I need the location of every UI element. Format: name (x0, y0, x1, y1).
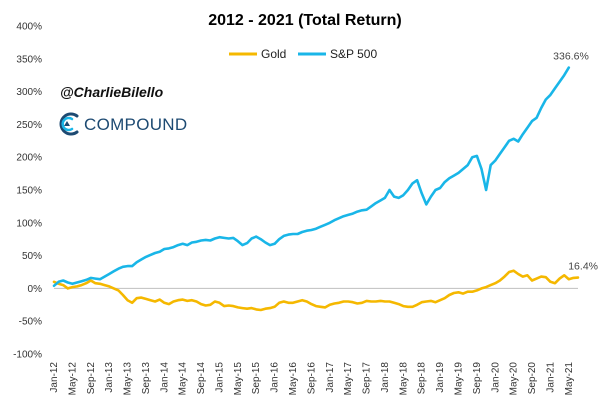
x-tick-label: May-13 (123, 362, 134, 396)
y-tick-label: 200% (16, 153, 42, 164)
x-tick-label: Sep-16 (306, 362, 317, 395)
x-tick-label: Sep-20 (527, 362, 538, 395)
y-tick-label: 300% (16, 87, 42, 98)
y-tick-label: -100% (13, 350, 42, 361)
series-group (52, 66, 580, 312)
y-tick-label: 50% (22, 251, 42, 262)
x-tick-label: May-21 (564, 362, 575, 396)
x-tick-label: Jan-16 (270, 362, 281, 393)
x-tick-label: May-18 (398, 362, 409, 396)
y-tick-label: 0% (28, 284, 43, 295)
x-tick-label: Jan-20 (490, 362, 501, 393)
x-tick-label: May-14 (178, 362, 189, 396)
y-tick-label: 150% (16, 186, 42, 197)
x-tick-label: Sep-15 (251, 362, 262, 395)
x-tick-label: May-19 (453, 362, 464, 396)
end-labels: 16.4% 336.6% (553, 51, 598, 273)
x-tick-label: Jan-19 (435, 362, 446, 393)
x-tick-label: May-17 (343, 362, 354, 396)
chart-title: 2012 - 2021 (Total Return) (208, 12, 402, 29)
x-axis: Jan-12 May-12 Sep-12 Jan-13 May-13 Sep-13 Jan-… (49, 362, 575, 396)
x-tick-label: Sep-12 (86, 362, 97, 395)
series-line-sp500 (52, 66, 571, 288)
y-tick-label: 350% (16, 54, 42, 65)
x-tick-label: May-12 (67, 362, 78, 396)
legend: Gold S&P 500 (229, 47, 377, 61)
y-tick-label: 100% (16, 218, 42, 229)
x-tick-label: Sep-14 (196, 362, 207, 395)
x-tick-label: May-16 (288, 362, 299, 396)
x-tick-label: Jan-15 (214, 362, 225, 393)
x-tick-label: Jan-21 (545, 362, 556, 393)
legend-label-gold: Gold (261, 47, 286, 61)
legend-label-sp500: S&P 500 (330, 47, 377, 61)
compound-logo-icon (59, 112, 79, 136)
x-tick-label: May-15 (233, 362, 244, 396)
x-tick-label: May-20 (509, 362, 520, 396)
x-tick-label: Sep-17 (362, 362, 373, 395)
end-label-sp500: 336.6% (553, 51, 589, 63)
x-tick-label: Sep-13 (141, 362, 152, 395)
x-tick-label: Sep-19 (472, 362, 483, 395)
x-tick-label: Jan-12 (49, 362, 60, 393)
y-axis: -100% -50% 0% 50% 100% 150% 200% 250% 300% 350% 40… (13, 22, 42, 361)
series-line-gold (52, 269, 580, 312)
author-handle: @CharlieBilello (60, 84, 164, 100)
x-tick-label: Sep-18 (417, 362, 428, 395)
y-tick-label: 400% (16, 22, 42, 33)
x-tick-label: Jan-13 (104, 362, 115, 393)
x-tick-label: Jan-14 (159, 362, 170, 393)
end-label-gold: 16.4% (568, 261, 598, 273)
x-tick-label: Jan-17 (325, 362, 336, 393)
y-tick-label: 250% (16, 120, 42, 131)
x-tick-label: Jan-18 (380, 362, 391, 393)
y-tick-label: -50% (19, 317, 42, 328)
brand-name: COMPOUND (84, 115, 187, 134)
